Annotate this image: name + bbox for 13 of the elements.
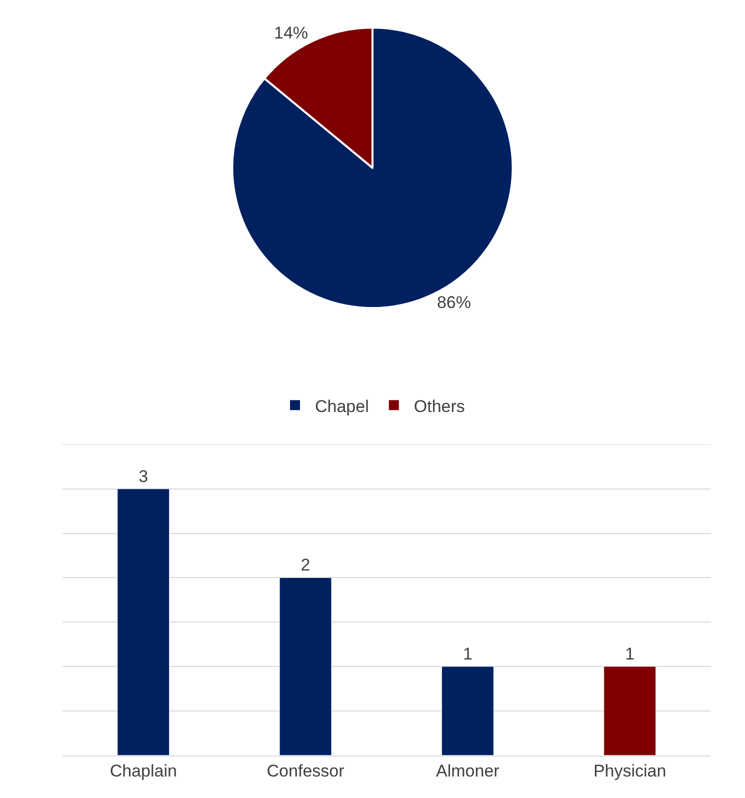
legend-label: Chapel — [315, 396, 369, 416]
legend-label: Others — [414, 396, 465, 416]
x-tick-label: Chaplain — [110, 762, 177, 781]
data-label: 1 — [462, 644, 472, 664]
pie-slice — [231, 26, 514, 309]
data-label: 14% — [274, 24, 308, 43]
data-label: 2 — [300, 556, 310, 575]
data-label: 1 — [625, 644, 635, 664]
data-label: 3 — [138, 466, 148, 486]
x-tick-label: Confessor — [266, 762, 345, 781]
x-tick-label: Physician — [593, 762, 666, 781]
x-tick-label: Almoner — [436, 762, 500, 781]
data-label: 86% — [436, 292, 471, 312]
